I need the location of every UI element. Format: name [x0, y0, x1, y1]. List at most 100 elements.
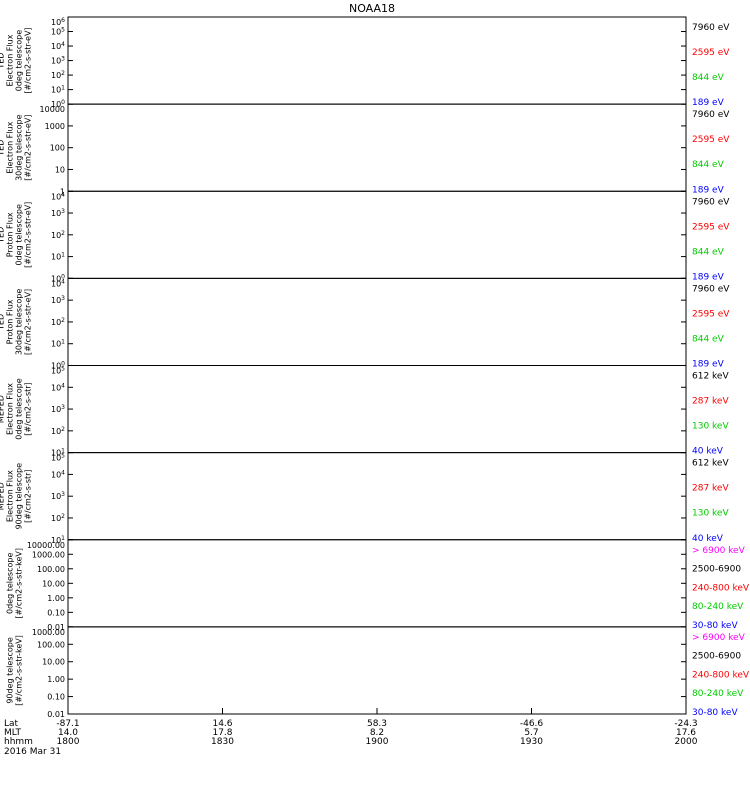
panel-frame	[67, 190, 687, 279]
y-tick-label: 1	[60, 187, 65, 196]
y-label-line: TED	[0, 140, 6, 157]
y-tick-label: 104	[51, 382, 65, 393]
y-label-line: [#/cm2-s-str-keV]	[15, 548, 24, 619]
y-tick-label: 10000	[40, 105, 65, 114]
y-tick-label: 103	[51, 404, 65, 415]
legend-entry: 612 keV	[692, 372, 729, 382]
legend-entry: 287 keV	[692, 397, 729, 407]
x-tick-label: 1830	[211, 737, 234, 747]
y-tick-label: 102	[51, 229, 65, 240]
y-tick-label: 103	[51, 208, 65, 219]
legend-entry: 40 keV	[692, 534, 724, 544]
y-tick-label: 105	[51, 26, 65, 37]
y-tick-label: 10000.00	[27, 541, 65, 550]
x-tick-label: 1930	[520, 737, 543, 747]
y-axis-label: TED Proton Flux 0deg telescope [#/cm2-s-str…	[0, 202, 33, 268]
y-label-line: Electron Flux	[6, 34, 15, 86]
y-label-line: TED	[0, 227, 6, 244]
y-label-line: Electron Flux	[6, 383, 15, 435]
y-label-line: 30deg telescope	[15, 114, 24, 181]
y-label-line: MEPED	[0, 482, 6, 510]
legend-entry: 80-240 keV	[692, 602, 744, 612]
legend-entry: 30-80 keV	[692, 708, 738, 718]
legend-entry: 7960 eV	[692, 284, 730, 294]
panel-meped-p-90: 0.01 0.10 1.00 10.00 100.00 1000.00 90deg tele…	[6, 626, 750, 719]
y-tick-label: 10.00	[42, 579, 65, 588]
y-tick-label: 1000.00	[32, 628, 65, 637]
panel-ted-e-30: 1 10 100 1000 10000 TED Electron Flux 30deg tel…	[0, 103, 730, 196]
panel-frame	[67, 539, 687, 628]
legend-entry: 2595 eV	[692, 135, 730, 145]
panel-frame	[67, 103, 687, 192]
legend-entry: 844 eV	[692, 73, 725, 83]
legend-entry: 287 keV	[692, 484, 729, 494]
y-label-line: Electron Flux	[6, 470, 15, 522]
legend-entry: 2500-6900	[692, 565, 741, 575]
y-label-line: 0deg telescope	[15, 378, 24, 439]
legend-entry: > 6900 keV	[692, 546, 746, 556]
y-tick-label: 105	[51, 365, 65, 376]
y-tick-label: 100	[50, 144, 65, 153]
y-tick-label: 100.00	[37, 565, 65, 574]
y-tick-label: 102	[51, 425, 65, 436]
legend-entry: 7960 eV	[692, 197, 730, 207]
x-tick-label: -46.6	[520, 719, 544, 729]
legend-entry: 130 keV	[692, 509, 729, 519]
x-axis: Lat -87.1 14.6 58.3 -46.6 -24.3 MLT 14.0 17.8 8.2…	[4, 708, 698, 757]
x-tick-label: 58.3	[367, 719, 387, 729]
y-tick-label: 100	[51, 273, 65, 284]
x-row-label: Lat	[4, 719, 19, 729]
y-axis-label: 0deg telescope [#/cm2-s-str-keV]	[6, 548, 24, 619]
y-label-line: 0deg telescope	[15, 30, 24, 91]
legend-entry: > 6900 keV	[692, 633, 746, 643]
x-tick-label: 17.6	[676, 728, 696, 738]
y-tick-label: 104	[51, 469, 65, 480]
y-label-line: 90deg telescope	[6, 637, 15, 704]
x-tick-label: 14.6	[212, 719, 232, 729]
y-label-line: TED	[0, 53, 6, 70]
panel-meped-e-0: 101 102 103 104 105 MEPED Electron Flux 0deg te…	[0, 365, 729, 458]
y-tick-label: 101	[51, 338, 65, 349]
x-tick-label: 2000	[675, 737, 698, 747]
legend-entry: 2595 eV	[692, 309, 730, 319]
legend-entry: 2595 eV	[692, 222, 730, 232]
legend-entry: 40 keV	[692, 447, 724, 457]
panel-meped-e-90: 101 102 103 104 105 MEPED Electron Flux 90deg t…	[0, 452, 729, 545]
legend-entry: 240-800 keV	[692, 670, 750, 680]
y-tick-label: 1000.00	[32, 550, 65, 559]
y-tick-label: 0.01	[47, 623, 65, 632]
y-tick-label: 103	[51, 491, 65, 502]
y-label-line: 0deg telescope	[15, 204, 24, 265]
y-tick-label: 1.00	[47, 675, 65, 684]
y-tick-label: 101	[51, 447, 65, 458]
y-label-line: [#/cm2-s-str-eV]	[24, 27, 33, 93]
y-tick-label: 105	[51, 452, 65, 463]
legend-entry: 189 eV	[692, 272, 725, 282]
y-label-line: Proton Flux	[6, 212, 15, 257]
y-label-line: [#/cm2-s-str]	[24, 382, 33, 435]
y-tick-label: 102	[51, 70, 65, 81]
panel-frame	[67, 365, 687, 454]
y-label-line: Electron Flux	[6, 121, 15, 173]
x-tick-label: 1900	[366, 737, 389, 747]
y-label-line: Proton Flux	[6, 299, 15, 344]
legend-entry: 844 eV	[692, 247, 725, 257]
y-tick-label: 106	[51, 17, 65, 28]
y-tick-label: 103	[51, 55, 65, 66]
legend-entry: 189 eV	[692, 185, 725, 195]
y-tick-label: 101	[51, 534, 65, 545]
legend-entry: 240-800 keV	[692, 583, 750, 593]
x-tick-label: -24.3	[674, 719, 697, 729]
x-tick-label: -87.1	[56, 719, 79, 729]
y-label-line: [#/cm2-s-str-eV]	[24, 289, 33, 355]
x-tick-label: 5.7	[524, 728, 538, 738]
y-label-line: 0deg telescope	[6, 553, 15, 614]
date-label: 2016 Mar 31	[4, 747, 61, 757]
panel-ted-p-0: 100 101 102 103 104 TED Proton Flux 0deg telesc…	[0, 190, 730, 284]
y-label-line: MEPED	[0, 395, 6, 423]
legend-entry: 844 eV	[692, 160, 725, 170]
legend-entry: 7960 eV	[692, 23, 730, 33]
